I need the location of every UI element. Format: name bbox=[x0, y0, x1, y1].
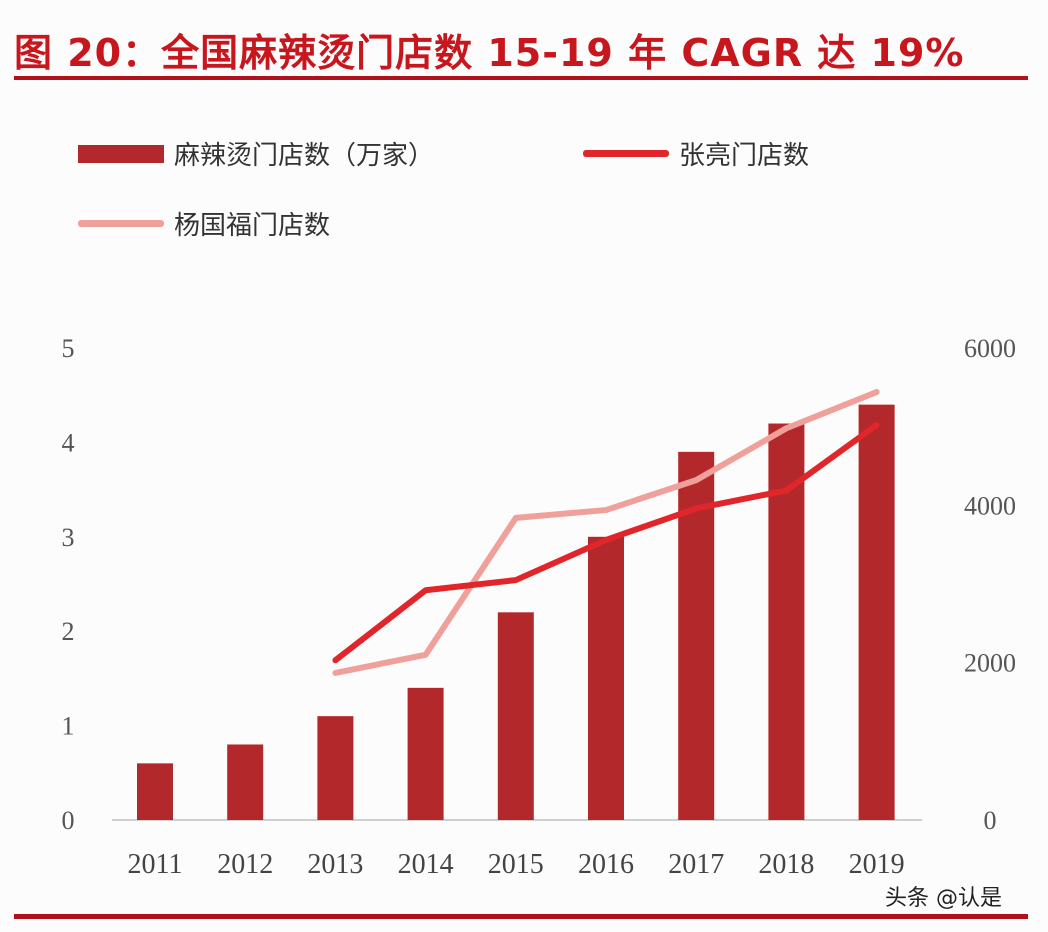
bar bbox=[407, 687, 444, 820]
legend-label: 杨国福门店数 bbox=[174, 211, 331, 241]
legend-swatch bbox=[583, 150, 669, 157]
title-rule bbox=[14, 76, 1028, 80]
legend-item-bar: 麻辣烫门店数（万家） bbox=[78, 135, 434, 172]
x-tick-label: 2018 bbox=[758, 849, 814, 880]
y-right-tick-label: 0 bbox=[984, 806, 997, 835]
legend-item-yangguofu: 杨国福门店数 bbox=[78, 205, 330, 242]
x-tick-label: 2014 bbox=[398, 849, 454, 880]
series-line-yangguofu bbox=[332, 389, 880, 676]
legend-swatch bbox=[78, 144, 164, 163]
y-right-tick-label: 4000 bbox=[964, 491, 1016, 520]
x-tick-label: 2011 bbox=[128, 849, 183, 880]
chart-title: 图 20：全国麻辣烫门店数 15-19 年 CAGR 达 19% bbox=[14, 31, 965, 75]
legend-label: 麻辣烫门店数（万家） bbox=[174, 141, 435, 171]
x-tick-label: 2016 bbox=[578, 849, 634, 880]
y-left-tick-label: 3 bbox=[62, 523, 75, 552]
y-left-tick-label: 5 bbox=[62, 334, 75, 363]
bar bbox=[137, 763, 173, 820]
bar bbox=[497, 612, 534, 820]
y-left-tick-label: 2 bbox=[62, 617, 75, 646]
legend-swatch bbox=[78, 220, 164, 227]
y-left-tick-label: 4 bbox=[62, 428, 75, 457]
bar bbox=[858, 404, 895, 820]
x-tick-label: 2013 bbox=[307, 849, 363, 880]
bar bbox=[227, 744, 264, 820]
bar bbox=[317, 716, 354, 820]
bottom-rule bbox=[14, 914, 1028, 919]
y-left-tick-label: 0 bbox=[62, 806, 75, 835]
x-tick-label: 2015 bbox=[488, 849, 544, 880]
y-right-tick-label: 6000 bbox=[964, 334, 1016, 363]
legend-item-zhangliang: 张亮门店数 bbox=[583, 135, 809, 172]
x-tick-label: 2019 bbox=[849, 849, 905, 880]
legend-label: 张亮门店数 bbox=[679, 141, 810, 171]
y-left-tick-label: 1 bbox=[62, 712, 75, 741]
series-line-zhangliang bbox=[332, 422, 880, 664]
x-tick-label: 2012 bbox=[217, 849, 273, 880]
x-tick-label: 2017 bbox=[668, 849, 724, 880]
y-right-tick-label: 2000 bbox=[964, 649, 1016, 678]
bar bbox=[588, 536, 624, 820]
watermark: 头条 @认是 bbox=[885, 886, 1002, 911]
